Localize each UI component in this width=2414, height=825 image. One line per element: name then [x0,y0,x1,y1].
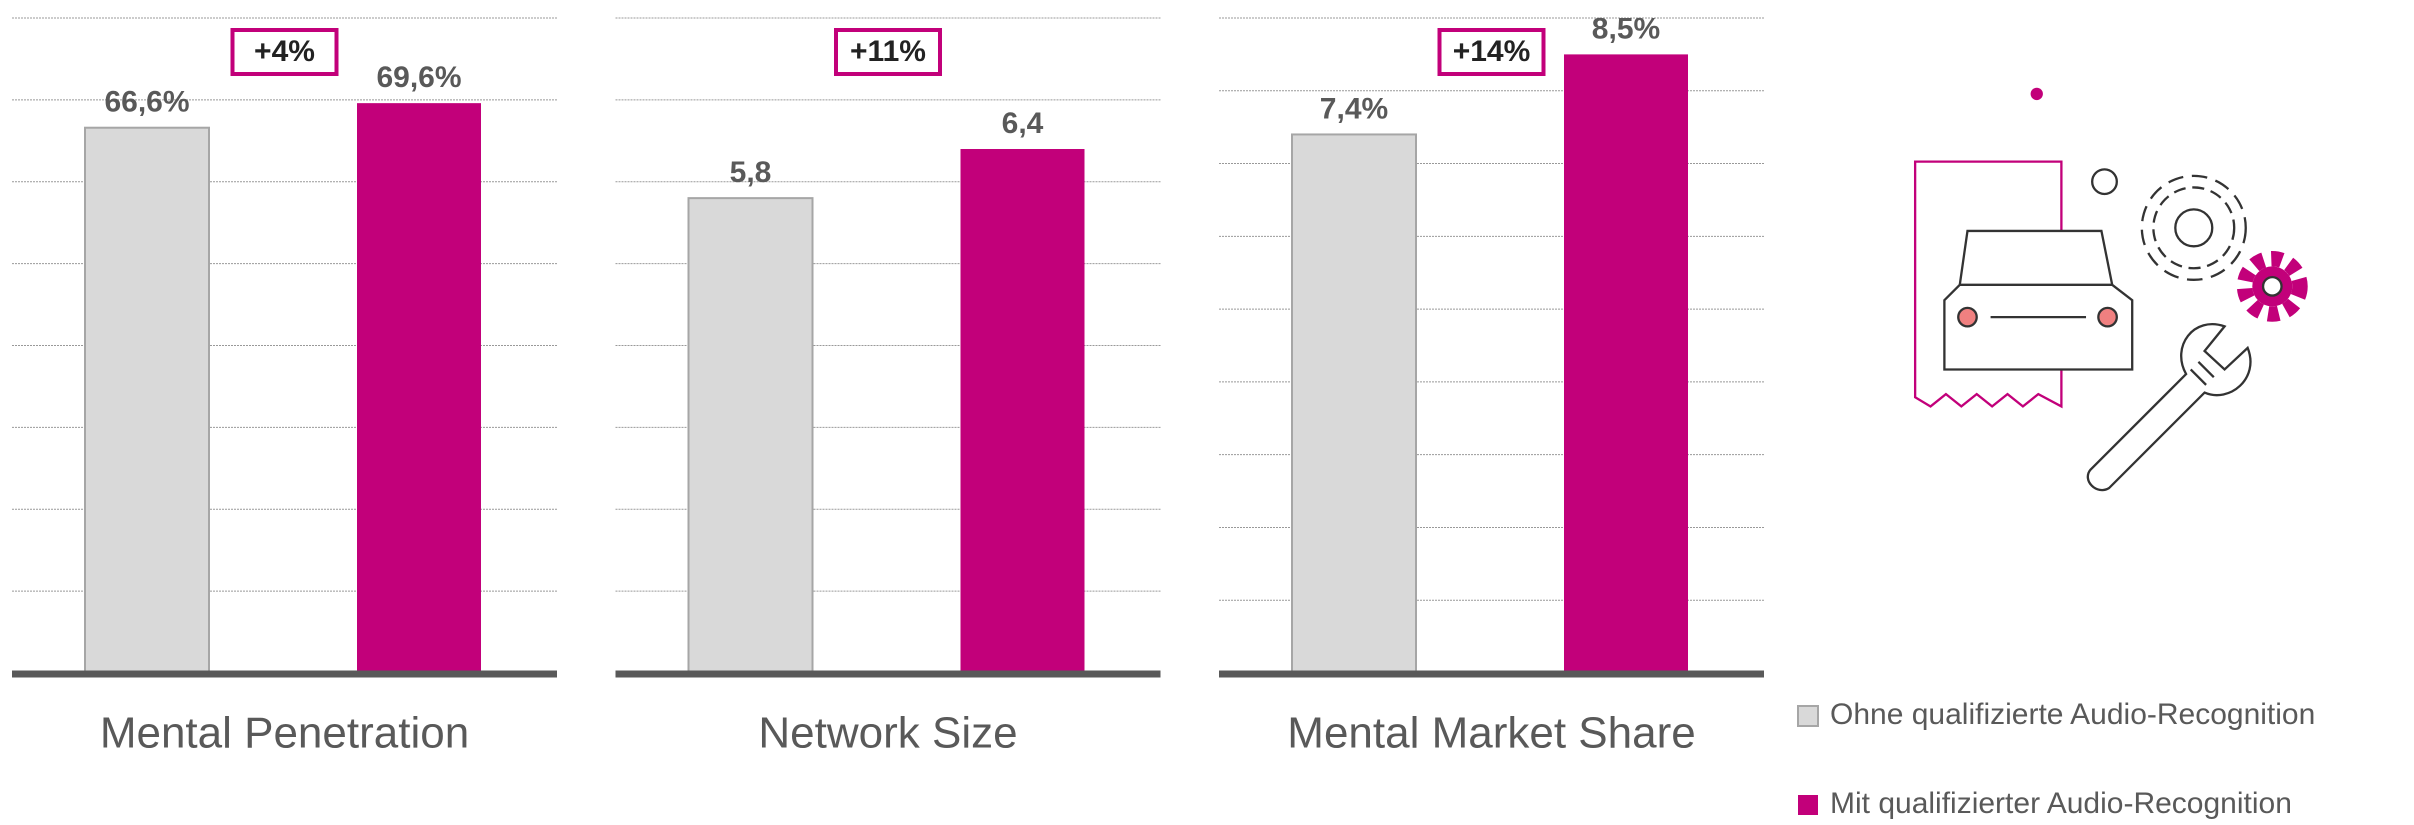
annotation-box [834,28,942,76]
value-label: 6,4 [1002,107,1044,140]
bar [687,197,814,674]
legend-swatch [1797,705,1819,727]
annotation: +11% [850,35,926,68]
bar [1291,133,1417,674]
annotation-box [1437,28,1546,76]
repair-icon [1913,87,2308,492]
chart-title: Network Size [758,709,1017,758]
legend-label: Ohne qualifizierte Audio-Recognition [1830,698,2315,731]
value-label: 66,6% [104,86,189,119]
annotation: +14% [1453,35,1531,68]
chart-title: Mental Penetration [100,709,469,758]
bar [1564,54,1688,673]
annotation: +4% [254,35,315,68]
value-label: 69,6% [376,61,461,94]
legend-swatch [1798,795,1818,815]
bar [357,103,481,673]
value-label: 7,4% [1320,92,1388,125]
value-label: 5,8 [730,156,772,189]
bar [960,149,1085,673]
bar [84,126,210,674]
value-label: 8,5% [1592,12,1660,45]
chart-title: Mental Market Share [1287,709,1695,758]
legend-label: Mit qualifizierter Audio-Recognition [1830,787,2292,820]
annotation-box [230,28,339,76]
